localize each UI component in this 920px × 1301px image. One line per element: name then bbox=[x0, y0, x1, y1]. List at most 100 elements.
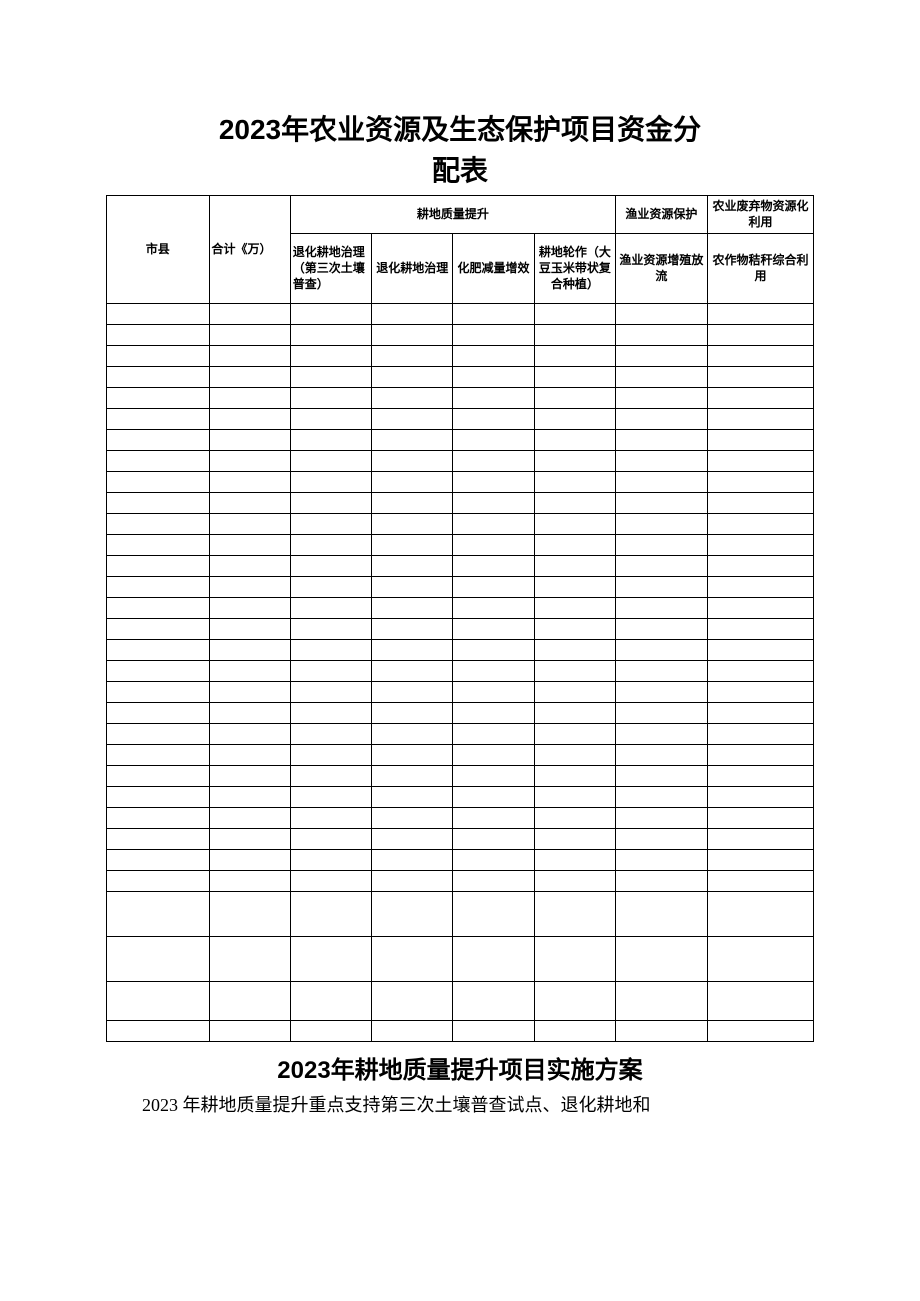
table-cell bbox=[453, 1020, 534, 1041]
table-cell bbox=[290, 366, 371, 387]
table-cell bbox=[107, 660, 210, 681]
table-cell bbox=[290, 429, 371, 450]
table-cell bbox=[453, 513, 534, 534]
table-cell bbox=[534, 849, 615, 870]
table-cell bbox=[290, 303, 371, 324]
table-row bbox=[107, 618, 814, 639]
table-cell bbox=[372, 471, 453, 492]
table-row bbox=[107, 555, 814, 576]
table-cell bbox=[372, 555, 453, 576]
table-cell bbox=[707, 345, 813, 366]
table-cell bbox=[453, 807, 534, 828]
table-cell bbox=[534, 786, 615, 807]
table-head: 市县 合计《万） 耕地质量提升 渔业资源保护 农业废弃物资源化利用 退化耕地治理… bbox=[107, 196, 814, 303]
table-cell bbox=[534, 891, 615, 936]
th-sub2: 退化耕地治理 bbox=[372, 233, 453, 303]
table-cell bbox=[453, 828, 534, 849]
table-cell bbox=[453, 408, 534, 429]
table-cell bbox=[534, 597, 615, 618]
table-cell bbox=[615, 366, 707, 387]
table-cell bbox=[372, 828, 453, 849]
table-cell bbox=[107, 723, 210, 744]
table-cell bbox=[107, 576, 210, 597]
table-cell bbox=[372, 936, 453, 981]
table-cell bbox=[534, 513, 615, 534]
table-cell bbox=[707, 303, 813, 324]
table-cell bbox=[107, 1020, 210, 1041]
table-cell bbox=[107, 936, 210, 981]
table-cell bbox=[534, 366, 615, 387]
table-cell bbox=[107, 981, 210, 1020]
table-row bbox=[107, 723, 814, 744]
table-cell bbox=[707, 786, 813, 807]
table-cell bbox=[707, 534, 813, 555]
table-row bbox=[107, 1020, 814, 1041]
table-cell bbox=[453, 639, 534, 660]
table-cell bbox=[209, 387, 290, 408]
table-cell bbox=[372, 492, 453, 513]
table-cell bbox=[290, 828, 371, 849]
th-sub5: 渔业资源增殖放流 bbox=[615, 233, 707, 303]
table-cell bbox=[290, 765, 371, 786]
table-cell bbox=[209, 555, 290, 576]
table-cell bbox=[615, 681, 707, 702]
table-cell bbox=[209, 723, 290, 744]
table-cell bbox=[209, 534, 290, 555]
table-cell bbox=[615, 660, 707, 681]
table-cell bbox=[707, 702, 813, 723]
table-cell bbox=[372, 849, 453, 870]
table-row bbox=[107, 408, 814, 429]
table-cell bbox=[372, 324, 453, 345]
table-cell bbox=[615, 534, 707, 555]
table-cell bbox=[453, 471, 534, 492]
table-cell bbox=[290, 702, 371, 723]
table-cell bbox=[107, 702, 210, 723]
table-cell bbox=[707, 891, 813, 936]
table-cell bbox=[372, 450, 453, 471]
table-cell bbox=[615, 555, 707, 576]
table-cell bbox=[615, 429, 707, 450]
table-cell bbox=[534, 870, 615, 891]
table-cell bbox=[107, 639, 210, 660]
table-cell bbox=[707, 981, 813, 1020]
table-row bbox=[107, 324, 814, 345]
body-paragraph: 2023 年耕地质量提升重点支持第三次土壤普查试点、退化耕地和 bbox=[106, 1091, 814, 1120]
table-cell bbox=[707, 765, 813, 786]
table-cell bbox=[707, 936, 813, 981]
table-cell bbox=[453, 324, 534, 345]
table-cell bbox=[534, 387, 615, 408]
table-row bbox=[107, 450, 814, 471]
table-row bbox=[107, 891, 814, 936]
table-cell bbox=[534, 471, 615, 492]
table-cell bbox=[534, 639, 615, 660]
table-row bbox=[107, 366, 814, 387]
table-cell bbox=[372, 408, 453, 429]
table-cell bbox=[372, 597, 453, 618]
table-cell bbox=[107, 408, 210, 429]
table-cell bbox=[209, 681, 290, 702]
table-row bbox=[107, 807, 814, 828]
table-cell bbox=[534, 981, 615, 1020]
table-cell bbox=[209, 765, 290, 786]
table-cell bbox=[209, 849, 290, 870]
table-cell bbox=[372, 387, 453, 408]
table-cell bbox=[107, 366, 210, 387]
table-cell bbox=[534, 936, 615, 981]
table-cell bbox=[615, 744, 707, 765]
table-cell bbox=[707, 744, 813, 765]
table-cell bbox=[453, 618, 534, 639]
table-cell bbox=[453, 849, 534, 870]
table-cell bbox=[453, 786, 534, 807]
table-cell bbox=[107, 618, 210, 639]
table-cell bbox=[372, 744, 453, 765]
table-cell bbox=[290, 408, 371, 429]
table-cell bbox=[615, 513, 707, 534]
table-cell bbox=[107, 345, 210, 366]
table-cell bbox=[372, 891, 453, 936]
table-row bbox=[107, 702, 814, 723]
table-cell bbox=[707, 513, 813, 534]
table-cell bbox=[290, 681, 371, 702]
table-cell bbox=[707, 639, 813, 660]
table-cell bbox=[107, 513, 210, 534]
table-cell bbox=[290, 936, 371, 981]
